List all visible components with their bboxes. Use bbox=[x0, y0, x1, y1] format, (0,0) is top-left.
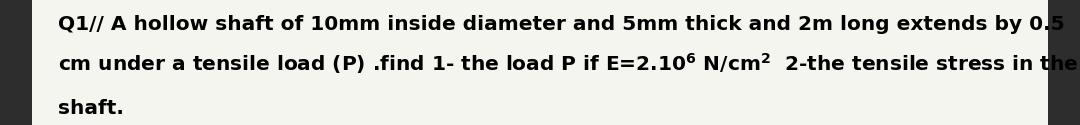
Text: Q1// A hollow shaft of 10mm inside diameter and 5mm thick and 2m long extends by: Q1// A hollow shaft of 10mm inside diame… bbox=[58, 16, 1065, 34]
Text: shaft.: shaft. bbox=[58, 99, 123, 118]
Text: cm under a tensile load (P) .find 1- the load P if E=2.$\mathbf{10}^{\mathbf{6}}: cm under a tensile load (P) .find 1- the… bbox=[58, 51, 1079, 76]
